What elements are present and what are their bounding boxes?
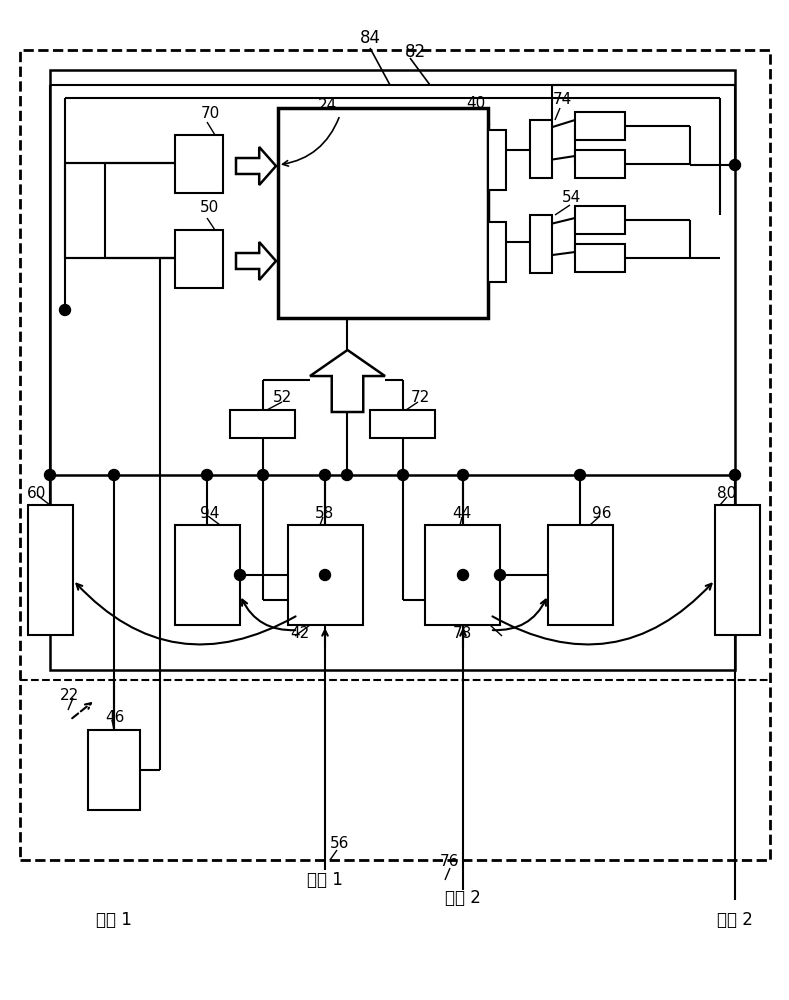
Text: 52: 52	[273, 390, 293, 406]
Bar	[488, 222, 506, 282]
Circle shape	[342, 470, 353, 481]
Text: 功率 2: 功率 2	[717, 911, 753, 929]
Bar	[28, 505, 73, 635]
Text: 96: 96	[593, 506, 611, 522]
Circle shape	[574, 470, 585, 481]
Bar	[548, 525, 613, 625]
Bar	[288, 525, 363, 625]
Circle shape	[257, 470, 268, 481]
Text: 78: 78	[452, 626, 472, 642]
Bar	[278, 108, 488, 318]
Text: 40: 40	[466, 96, 485, 110]
Bar	[230, 410, 295, 438]
Text: 72: 72	[410, 390, 430, 406]
Text: 94: 94	[200, 506, 219, 522]
Text: 80: 80	[717, 487, 737, 502]
Bar	[88, 730, 140, 810]
Polygon shape	[236, 147, 276, 185]
Text: 24: 24	[319, 99, 338, 113]
Text: 功率 1: 功率 1	[96, 911, 132, 929]
Text: 56: 56	[331, 836, 350, 850]
Text: 84: 84	[360, 29, 380, 47]
Text: 60: 60	[28, 487, 47, 502]
Circle shape	[320, 570, 331, 580]
Circle shape	[59, 304, 70, 316]
Text: 82: 82	[405, 43, 425, 61]
Circle shape	[201, 470, 212, 481]
Polygon shape	[236, 242, 276, 280]
Text: 視頻 1: 視頻 1	[307, 871, 343, 889]
Bar	[175, 135, 223, 193]
Circle shape	[44, 470, 55, 481]
Text: 54: 54	[563, 190, 581, 205]
Circle shape	[398, 470, 409, 481]
Bar	[575, 112, 625, 140]
Polygon shape	[310, 350, 385, 412]
Bar	[575, 244, 625, 272]
Bar	[175, 525, 240, 625]
Circle shape	[730, 470, 741, 481]
Bar	[50, 70, 735, 670]
Circle shape	[109, 470, 119, 481]
Circle shape	[234, 570, 245, 580]
Text: 76: 76	[439, 854, 458, 869]
Bar	[175, 230, 223, 288]
Circle shape	[458, 570, 469, 580]
Bar	[575, 150, 625, 178]
Bar	[20, 50, 770, 860]
Text: 50: 50	[200, 200, 219, 216]
Text: 58: 58	[316, 506, 335, 522]
Text: 44: 44	[452, 506, 472, 522]
Circle shape	[495, 570, 506, 580]
Bar	[370, 410, 435, 438]
Bar	[530, 120, 552, 178]
Bar	[488, 130, 506, 190]
Circle shape	[320, 470, 331, 481]
Bar	[715, 505, 760, 635]
Text: 22: 22	[61, 688, 80, 702]
Text: 70: 70	[200, 105, 219, 120]
Text: 視頻 2: 視頻 2	[445, 889, 481, 907]
Bar	[425, 525, 500, 625]
Circle shape	[458, 470, 469, 481]
Circle shape	[730, 159, 741, 170]
Bar	[575, 206, 625, 234]
Text: 74: 74	[552, 93, 571, 107]
Text: 42: 42	[290, 626, 309, 642]
Bar	[530, 215, 552, 273]
Text: 46: 46	[105, 710, 125, 726]
